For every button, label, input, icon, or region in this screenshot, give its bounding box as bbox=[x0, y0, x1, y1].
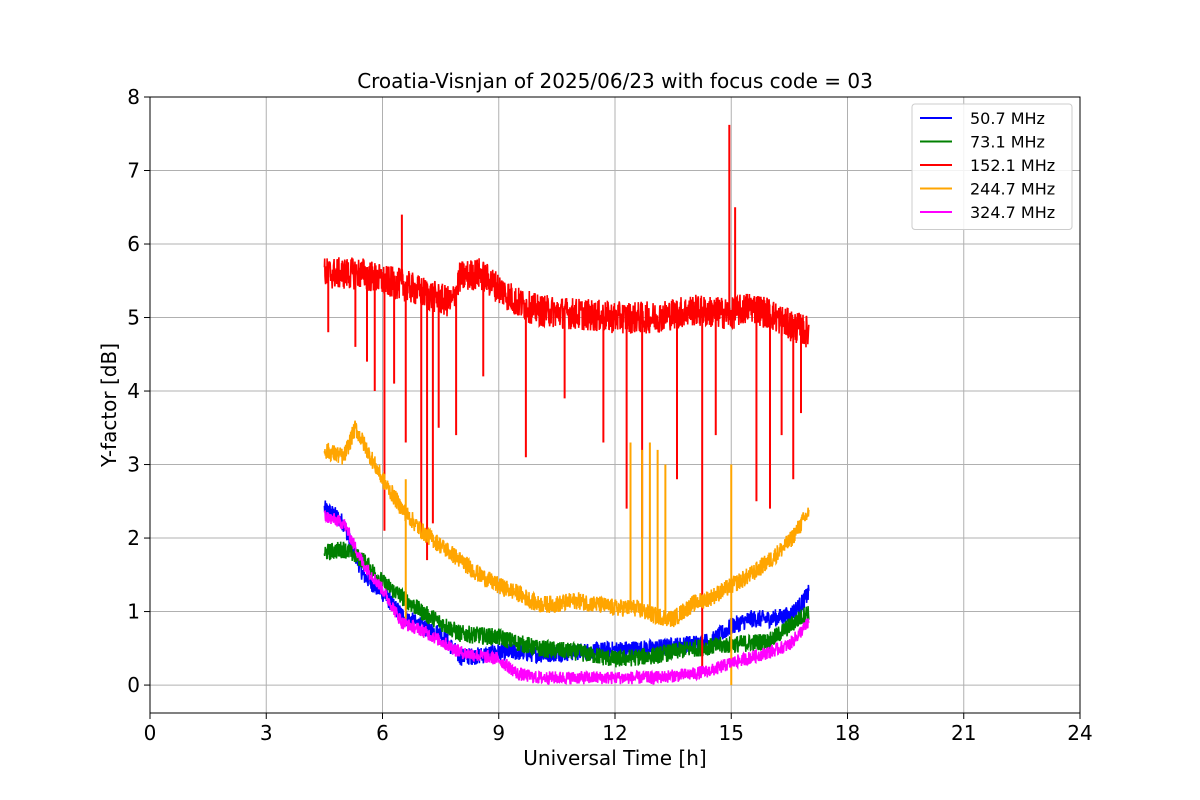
y-tick-label: 7 bbox=[127, 159, 140, 183]
y-tick-label: 2 bbox=[127, 526, 140, 550]
legend-label: 50.7 MHz bbox=[970, 109, 1045, 128]
legend: 50.7 MHz 73.1 MHz 152.1 MHz 244.7 MHz 324.7… bbox=[911, 103, 1073, 230]
legend-label: 152.1 MHz bbox=[970, 156, 1055, 175]
y-axis-label: Y-factor [dB] bbox=[97, 343, 121, 468]
x-tick-label: 24 bbox=[1067, 721, 1092, 745]
x-tick-label: 18 bbox=[835, 721, 860, 745]
series-4 bbox=[323, 510, 810, 685]
legend-label: 324.7 MHz bbox=[970, 203, 1055, 222]
y-tick-label: 0 bbox=[127, 673, 140, 697]
x-axis-label: Universal Time [h] bbox=[523, 746, 706, 770]
x-tick-label: 6 bbox=[376, 721, 389, 745]
series-layer bbox=[323, 124, 810, 686]
y-tick-label: 8 bbox=[127, 85, 140, 109]
chart-title: Croatia-Visnjan of 2025/06/23 with focus… bbox=[357, 69, 873, 93]
legend-label: 244.7 MHz bbox=[970, 180, 1055, 199]
x-tick-label: 0 bbox=[144, 721, 157, 745]
legend-label: 73.1 MHz bbox=[970, 133, 1045, 152]
y-tick-label: 6 bbox=[127, 232, 140, 256]
x-tick-label: 15 bbox=[719, 721, 744, 745]
legend-box bbox=[911, 103, 1073, 230]
series-3 bbox=[323, 420, 810, 686]
series-line bbox=[323, 510, 810, 685]
y-tick-label: 1 bbox=[127, 600, 140, 624]
x-tick-label: 9 bbox=[492, 721, 505, 745]
y-tick-label: 4 bbox=[127, 379, 140, 403]
x-tick-label: 12 bbox=[602, 721, 627, 745]
x-tick-label: 21 bbox=[951, 721, 976, 745]
y-tick-label: 5 bbox=[127, 306, 140, 330]
y-tick-label: 3 bbox=[127, 453, 140, 477]
x-tick-label: 3 bbox=[260, 721, 273, 745]
